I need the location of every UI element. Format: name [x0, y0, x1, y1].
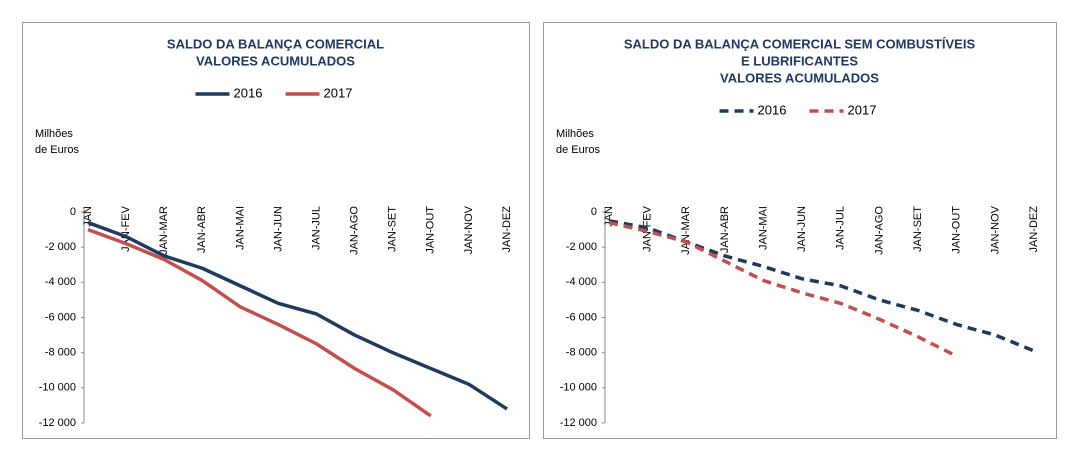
- x-tick-label: JAN-MAI: [234, 206, 246, 250]
- x-tick-label: JAN-JUN: [272, 206, 284, 252]
- y-tick-label: -6 000: [566, 311, 597, 323]
- y-tick-label: 0: [591, 206, 597, 218]
- x-tick-label: JAN-FEV: [642, 205, 654, 252]
- legend-label: 2016: [234, 85, 263, 100]
- y-tick-label: -6 000: [45, 311, 76, 323]
- x-tick-label: JAN-DEZ: [501, 206, 513, 253]
- x-tick-label: JAN-AGO: [349, 206, 361, 255]
- series-line: [608, 220, 958, 358]
- x-tick-label: JAN-JUL: [310, 206, 322, 250]
- y-axis-label: Milhões: [556, 128, 594, 140]
- y-axis-label: de Euros: [556, 144, 601, 156]
- x-tick-label: JAN-SET: [912, 206, 924, 252]
- y-tick-label: -2 000: [566, 241, 597, 253]
- x-tick-label: JAN-ABR: [196, 206, 208, 253]
- y-tick-label: -10 000: [39, 382, 76, 394]
- x-tick-label: JAN-JUL: [835, 206, 847, 250]
- x-tick-label: JAN-ABR: [719, 206, 731, 253]
- y-tick-label: -4 000: [45, 276, 76, 288]
- x-tick-label: JAN-NOV: [989, 205, 1001, 254]
- y-tick-label: -8 000: [45, 347, 76, 359]
- y-tick-label: -12 000: [39, 417, 76, 429]
- chart-title: E LUBRIFICANTES: [741, 53, 858, 68]
- x-tick-label: JAN-MAR: [680, 206, 692, 255]
- x-tick-label: JAN-AGO: [873, 206, 885, 255]
- y-tick-label: 0: [70, 206, 76, 218]
- legend-label: 2016: [758, 102, 787, 117]
- x-tick-label: JAN-JUN: [796, 206, 808, 252]
- x-tick-label: JAN-DEZ: [1028, 206, 1040, 253]
- x-tick-label: JAN: [82, 206, 94, 227]
- chart-title: SALDO DA BALANÇA COMERCIAL: [167, 36, 384, 51]
- series-line: [87, 227, 432, 418]
- x-tick-label: JAN-OUT: [951, 206, 963, 254]
- chart-title: VALORES ACUMULADOS: [720, 70, 879, 85]
- x-tick-label: JAN-MAI: [757, 206, 769, 250]
- y-axis-label: de Euros: [35, 144, 80, 156]
- y-tick-label: -8 000: [566, 347, 597, 359]
- y-axis-label: Milhões: [35, 128, 73, 140]
- x-tick-label: JAN-NOV: [463, 205, 475, 254]
- chart-title: SALDO DA BALANÇA COMERCIAL SEM COMBUSTÍV…: [624, 36, 976, 51]
- x-tick-label: JAN-FEV: [120, 205, 132, 252]
- panel-frame: [543, 22, 1057, 439]
- x-tick-label: JAN-SET: [387, 206, 399, 252]
- y-tick-label: -2 000: [45, 241, 76, 253]
- y-tick-label: -4 000: [566, 276, 597, 288]
- x-tick-label: JAN-OUT: [425, 206, 437, 254]
- chart-title: VALORES ACUMULADOS: [196, 53, 355, 68]
- series-line: [87, 220, 508, 411]
- y-tick-label: -12 000: [560, 417, 597, 429]
- legend-label: 2017: [848, 102, 877, 117]
- legend-label: 2017: [324, 85, 353, 100]
- y-tick-label: -10 000: [560, 382, 597, 394]
- x-tick-label: JAN-MAR: [158, 206, 170, 255]
